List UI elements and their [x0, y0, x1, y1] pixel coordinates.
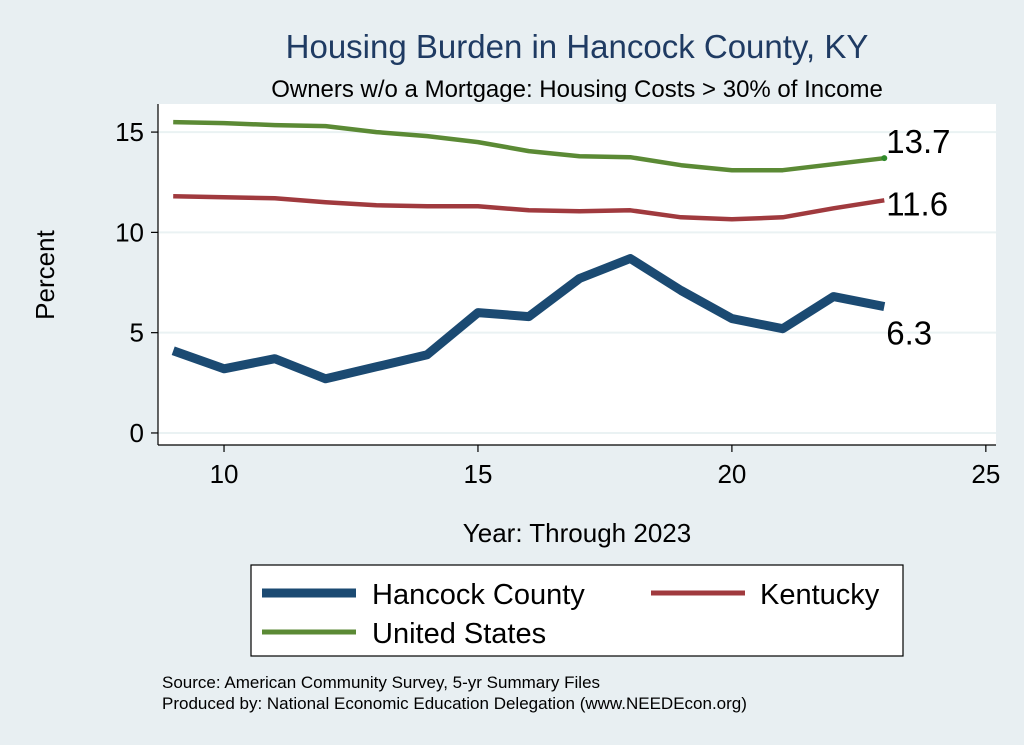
end-label-us: 13.7: [886, 123, 950, 160]
y-tick-label: 5: [130, 318, 144, 348]
y-axis-title: Percent: [30, 229, 60, 319]
chart-subtitle: Owners w/o a Mortgage: Housing Costs > 3…: [271, 76, 883, 103]
series-line-hancock: [171, 254, 886, 384]
x-tick-label: 10: [210, 459, 239, 489]
us-end-marker: [881, 155, 888, 162]
series-lines: [171, 119, 888, 384]
end-label-hancock: 6.3: [886, 315, 932, 352]
legend-label-kentucky: Kentucky: [760, 579, 880, 611]
y-tick-label: 0: [130, 418, 144, 448]
source-note: Source: American Community Survey, 5-yr …: [162, 673, 600, 692]
chart-title: Housing Burden in Hancock County, KY: [286, 28, 869, 65]
end-labels: 6.3 11.6 13.7: [886, 123, 950, 351]
x-tick-label: 20: [717, 459, 746, 489]
legend: Hancock County Kentucky United States: [250, 564, 904, 657]
y-tick-label: 15: [115, 117, 144, 147]
producer-note: Produced by: National Economic Education…: [162, 694, 747, 713]
x-tick-label: 25: [971, 459, 1000, 489]
x-tick-label: 15: [464, 459, 493, 489]
x-axis-title: Year: Through 2023: [463, 518, 691, 548]
end-label-kentucky: 11.6: [886, 185, 948, 222]
gridlines: [158, 131, 996, 434]
series-line-us: [173, 119, 885, 173]
y-tick-label: 10: [115, 217, 144, 247]
legend-label-us: United States: [372, 618, 546, 650]
series-line-kentucky: [173, 194, 885, 222]
legend-box: [250, 564, 904, 657]
legend-label-hancock: Hancock County: [372, 579, 585, 611]
axes: 0 5 10 15 10 15 20 25: [115, 104, 1000, 489]
